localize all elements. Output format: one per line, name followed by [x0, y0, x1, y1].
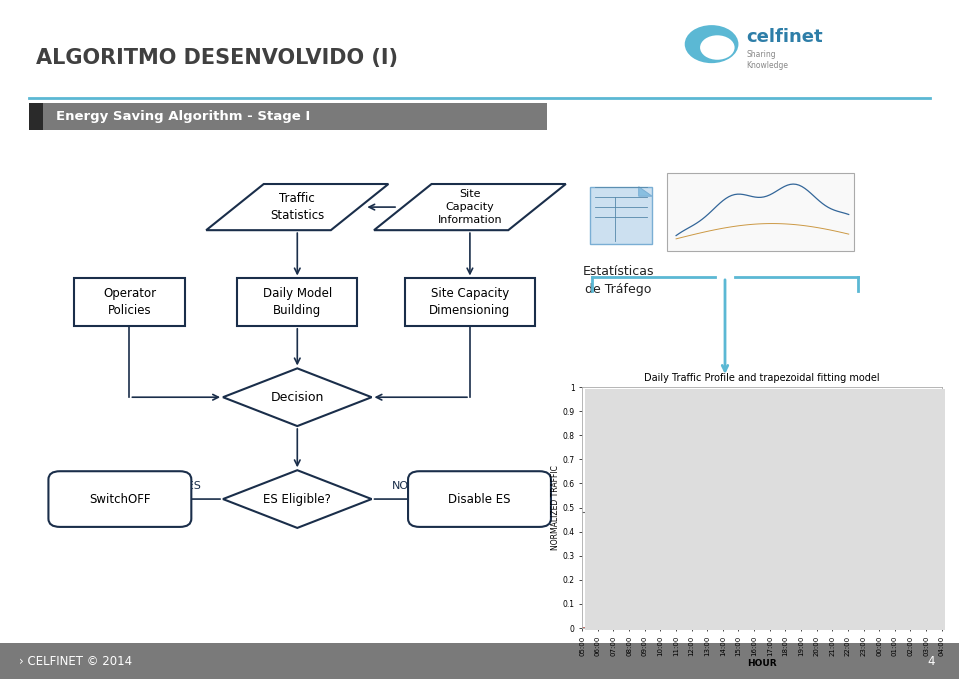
Text: celfinet: celfinet — [746, 29, 823, 46]
Text: Estatísticas
de Tráfego: Estatísticas de Tráfego — [583, 265, 654, 296]
Text: NO: NO — [392, 481, 409, 491]
FancyBboxPatch shape — [29, 103, 547, 130]
Final model — [872, 394, 883, 403]
Circle shape — [700, 35, 735, 60]
Text: Site
Capacity
Information: Site Capacity Information — [437, 189, 503, 225]
Text: Operator
Policies: Operator Policies — [103, 287, 156, 317]
Text: YES: YES — [181, 481, 202, 491]
Final model — [790, 391, 802, 399]
Text: › CELFINET © 2014: › CELFINET © 2014 — [19, 655, 132, 668]
Polygon shape — [222, 470, 372, 528]
Final model — [747, 426, 759, 435]
Initial model — [928, 596, 940, 604]
Text: Traffic
Statistics: Traffic Statistics — [270, 192, 324, 222]
Traffic measurements — [784, 409, 795, 417]
Polygon shape — [206, 184, 388, 230]
Text: Energy Saving Algorithm - Stage I: Energy Saving Algorithm - Stage I — [56, 110, 310, 124]
Initial model — [819, 403, 830, 411]
Y-axis label: NORMALIZED TRAFFIC: NORMALIZED TRAFFIC — [550, 465, 559, 550]
Initial model — [749, 485, 760, 493]
Text: Decision: Decision — [270, 390, 324, 404]
Initial model — [936, 604, 947, 612]
Polygon shape — [374, 184, 566, 230]
Initial model — [747, 490, 759, 498]
Initial model — [790, 414, 802, 422]
Text: Site Capacity
Dimensioning: Site Capacity Dimensioning — [430, 287, 510, 317]
FancyBboxPatch shape — [48, 471, 192, 527]
X-axis label: HOUR: HOUR — [747, 659, 777, 668]
Title: Daily Traffic Profile and trapezoidal fitting model: Daily Traffic Profile and trapezoidal fi… — [644, 373, 879, 384]
Traffic measurements — [872, 471, 883, 479]
FancyBboxPatch shape — [667, 173, 854, 251]
Line: Final model: Final model — [582, 394, 942, 628]
FancyBboxPatch shape — [590, 187, 652, 244]
Final model — [928, 623, 940, 631]
Text: ES Eligible?: ES Eligible? — [264, 492, 331, 506]
Text: Daily Model
Building: Daily Model Building — [263, 287, 332, 317]
Final model — [832, 390, 844, 399]
FancyBboxPatch shape — [406, 278, 535, 326]
Line: Traffic measurements: Traffic measurements — [582, 413, 942, 628]
Circle shape — [685, 25, 738, 63]
Text: Disable ES: Disable ES — [448, 492, 511, 506]
Initial model — [576, 624, 588, 632]
Traffic measurements — [936, 621, 947, 629]
Legend: Traffic measurements, Initial model, Final model: Traffic measurements, Initial model, Fin… — [750, 579, 860, 619]
Initial model — [771, 439, 783, 447]
FancyBboxPatch shape — [238, 278, 358, 326]
Final model — [936, 623, 947, 631]
Text: SwitchOFF: SwitchOFF — [89, 492, 151, 506]
Traffic measurements — [749, 441, 760, 449]
Polygon shape — [222, 368, 372, 426]
Traffic measurements — [576, 624, 588, 632]
Final model — [576, 624, 588, 632]
Traffic measurements — [771, 413, 783, 421]
Final model — [771, 394, 783, 403]
Polygon shape — [639, 187, 652, 196]
Text: Sharing
Knowledge: Sharing Knowledge — [746, 50, 788, 70]
FancyBboxPatch shape — [409, 471, 550, 527]
FancyBboxPatch shape — [29, 103, 43, 130]
Line: Initial model: Initial model — [582, 407, 942, 628]
Text: 4: 4 — [927, 655, 935, 668]
Traffic measurements — [747, 445, 759, 453]
FancyBboxPatch shape — [0, 643, 959, 679]
Final model — [749, 421, 760, 429]
Traffic measurements — [928, 618, 940, 626]
FancyBboxPatch shape — [75, 278, 185, 326]
Text: ALGORITMO DESENVOLVIDO (I): ALGORITMO DESENVOLVIDO (I) — [36, 48, 398, 68]
Initial model — [872, 459, 883, 467]
Traffic measurements — [791, 410, 803, 418]
